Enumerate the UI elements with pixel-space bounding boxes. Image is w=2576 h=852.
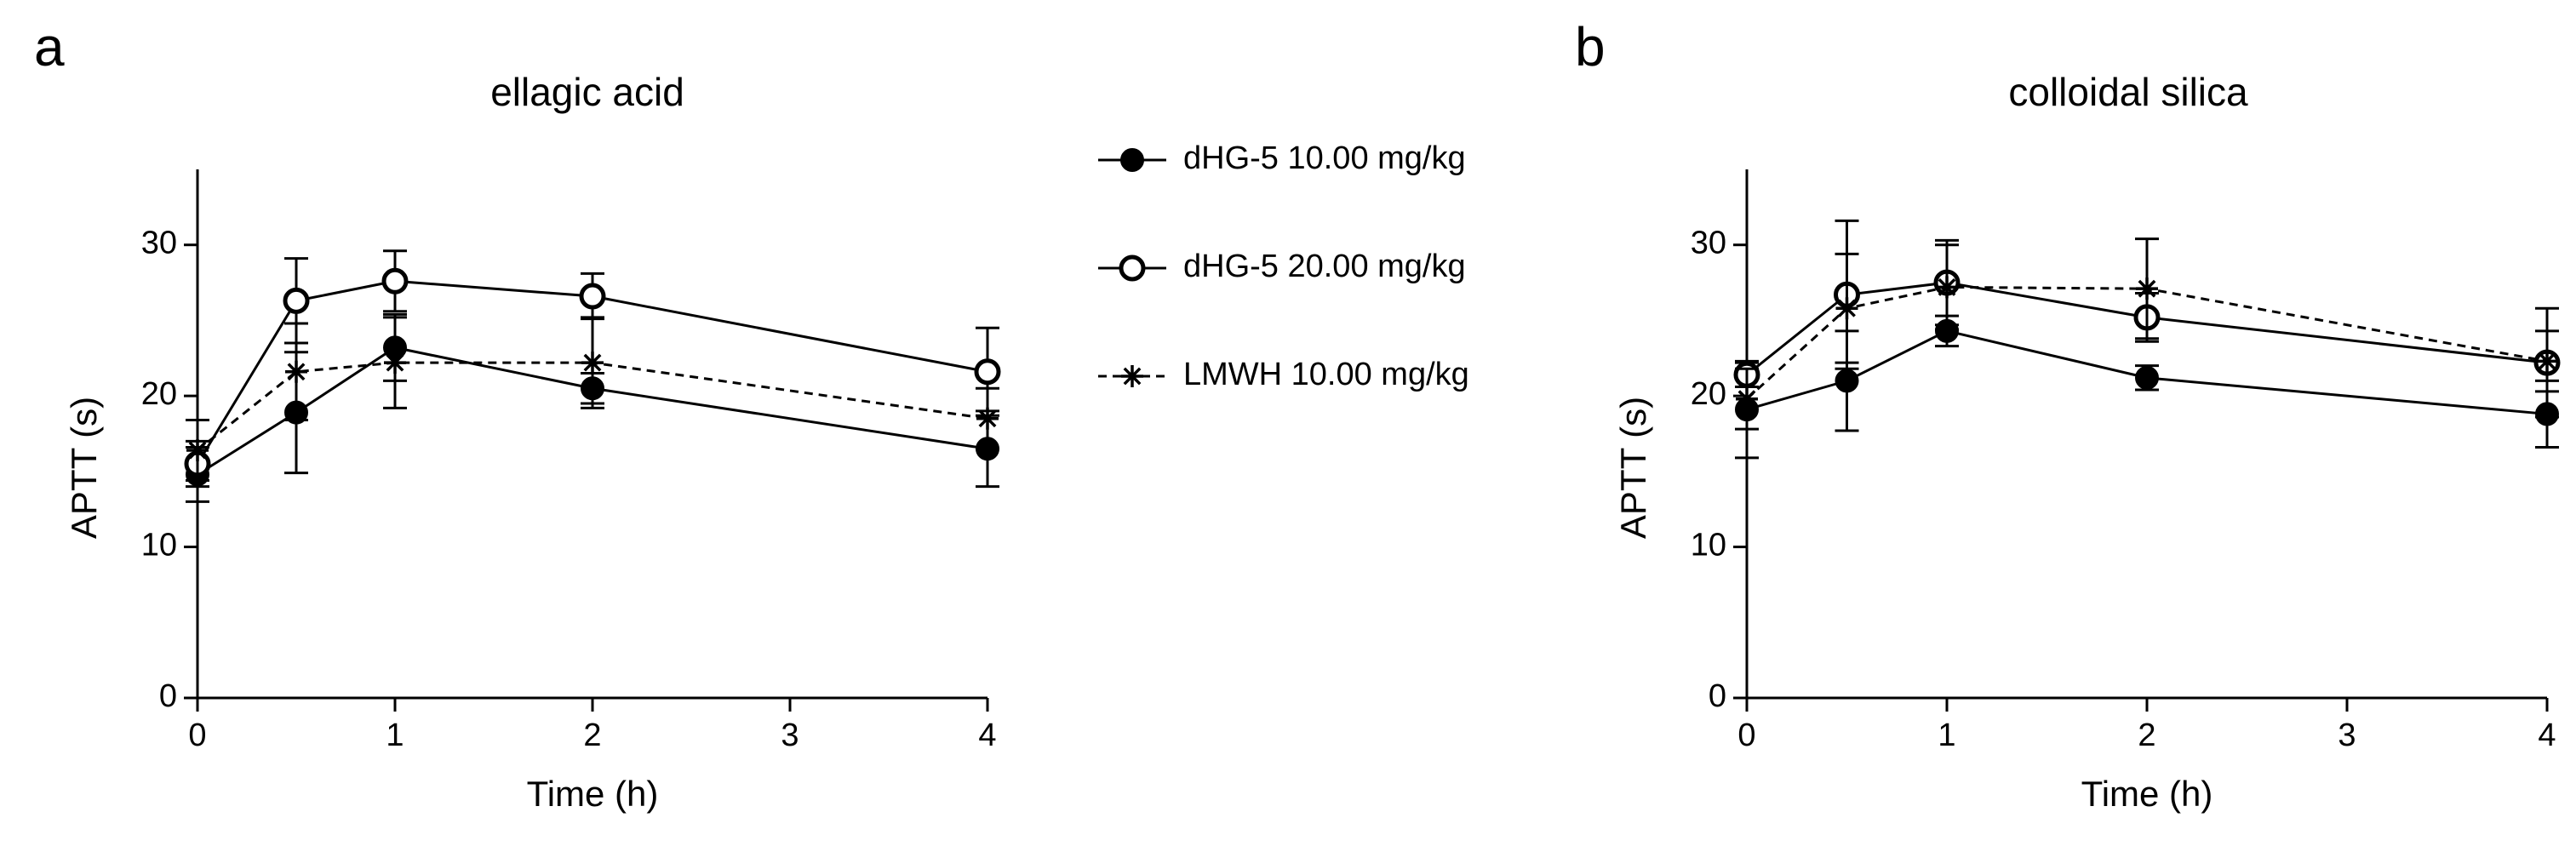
x-tick-label: 0 xyxy=(1737,718,1755,753)
series xyxy=(1735,237,2559,431)
y-tick-label: 0 xyxy=(159,678,177,714)
data-point xyxy=(381,267,409,294)
legend-label: dHG-5 20.00 mg/kg xyxy=(1183,249,1466,284)
x-axis-label: Time (h) xyxy=(2081,774,2213,814)
legend-marker xyxy=(1119,254,1146,282)
x-tick-label: 2 xyxy=(2138,718,2155,753)
data-point xyxy=(283,287,310,314)
x-tick-label: 0 xyxy=(188,718,206,753)
data-point xyxy=(1835,297,1858,320)
x-axis-label: Time (h) xyxy=(527,774,659,814)
panel: a ellagic acid 0 10 20 30 0 1 2 3 4 Time (h) APTT (s… xyxy=(34,16,1001,814)
y-tick-label: 10 xyxy=(141,528,177,563)
y-tick-label: 30 xyxy=(1691,226,1726,261)
panel-label: a xyxy=(34,16,65,77)
x-tick-label: 1 xyxy=(386,718,404,753)
legend-marker xyxy=(1121,365,1143,387)
data-point xyxy=(581,352,604,375)
data-point xyxy=(2136,277,2158,300)
y-tick-label: 0 xyxy=(1709,678,1726,714)
data-point xyxy=(1835,369,1859,393)
x-tick-label: 3 xyxy=(2338,718,2356,753)
y-tick-label: 20 xyxy=(141,376,177,412)
data-point xyxy=(186,439,209,462)
data-point xyxy=(2135,365,2159,390)
x-tick-label: 3 xyxy=(781,718,799,753)
data-point xyxy=(1936,276,1958,299)
series xyxy=(186,316,999,483)
data-point xyxy=(384,352,406,375)
data-point xyxy=(976,407,999,430)
y-tick-label: 30 xyxy=(141,226,177,261)
chart-title: ellagic acid xyxy=(490,70,684,114)
x-tick-label: 4 xyxy=(2538,718,2556,753)
x-tick-label: 2 xyxy=(583,718,601,753)
legend-marker xyxy=(1120,148,1144,172)
legend: dHG-5 10.00 mg/kg dHG-5 20.00 mg/kg LMWH 1… xyxy=(1098,140,1469,392)
x-tick-label: 4 xyxy=(978,718,996,753)
data-point xyxy=(2536,350,2558,373)
data-point xyxy=(1736,387,1758,410)
data-point xyxy=(974,358,1001,386)
chart-title: colloidal silica xyxy=(2008,70,2248,114)
panel: b colloidal silica 0 10 20 30 0 1 2 3 4 Time (h) APT… xyxy=(1575,16,2561,814)
y-tick-label: 10 xyxy=(1691,528,1726,563)
data-point xyxy=(579,283,606,310)
legend-label: dHG-5 10.00 mg/kg xyxy=(1183,140,1466,176)
y-axis-label: APTT (s) xyxy=(64,397,104,539)
x-tick-label: 1 xyxy=(1938,718,1955,753)
data-point xyxy=(285,360,307,383)
legend-label: LMWH 10.00 mg/kg xyxy=(1183,357,1469,392)
y-tick-label: 20 xyxy=(1691,376,1726,412)
panel-label: b xyxy=(1575,16,1606,77)
y-axis-label: APTT (s) xyxy=(1613,397,1653,539)
